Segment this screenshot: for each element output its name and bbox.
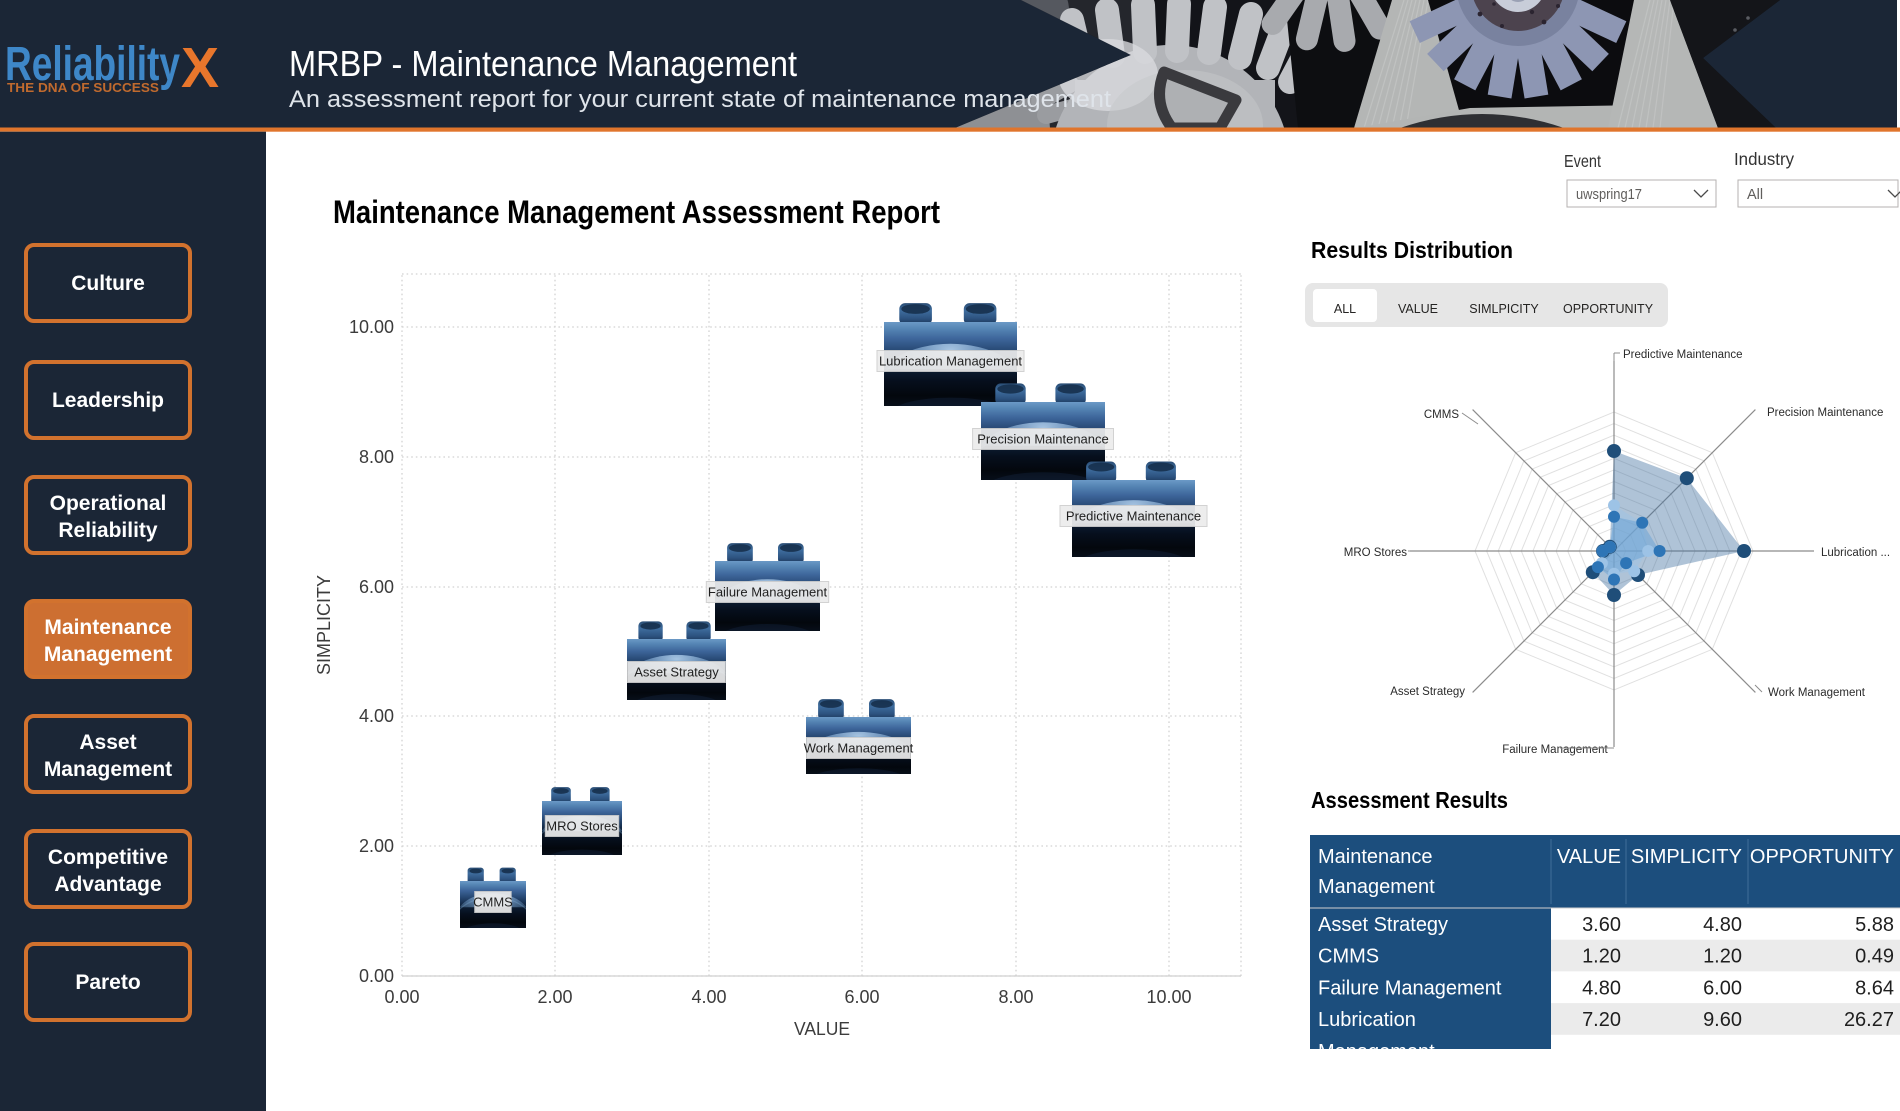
svg-text:Management: Management (1318, 1041, 1435, 1063)
svg-text:Lubrication ...: Lubrication ... (1821, 547, 1890, 559)
svg-text:SIMPLICITY: SIMPLICITY (314, 575, 334, 675)
svg-text:VALUE: VALUE (1398, 302, 1438, 316)
svg-text:X: X (181, 36, 219, 100)
svg-text:Failure Management: Failure Management (1502, 744, 1608, 756)
svg-text:9.60: 9.60 (1703, 1009, 1742, 1031)
svg-text:8.00: 8.00 (998, 987, 1033, 1007)
svg-text:Precision Maintenance: Precision Maintenance (977, 432, 1109, 447)
svg-text:Maintenance: Maintenance (44, 616, 171, 639)
svg-text:Failure Management: Failure Management (1318, 977, 1502, 999)
svg-text:Asset Strategy: Asset Strategy (634, 665, 719, 680)
svg-text:MRO Stores: MRO Stores (546, 819, 618, 834)
svg-text:Reliability: Reliability (5, 38, 180, 91)
svg-text:6.00: 6.00 (1703, 977, 1742, 999)
svg-text:ALL: ALL (1334, 302, 1356, 316)
svg-text:VALUE: VALUE (1557, 846, 1621, 868)
svg-text:0.49: 0.49 (1855, 946, 1894, 968)
svg-text:Failure Management: Failure Management (708, 585, 828, 600)
svg-text:0.00: 0.00 (359, 966, 394, 986)
svg-text:7.20: 7.20 (1582, 1009, 1621, 1031)
svg-text:Lubrication: Lubrication (1318, 1009, 1416, 1031)
svg-text:Management: Management (44, 758, 172, 781)
svg-text:Advantage: Advantage (54, 873, 161, 896)
svg-text:Operational: Operational (50, 492, 167, 515)
svg-text:Maintenance Management Assessm: Maintenance Management Assessment Report (333, 194, 940, 230)
svg-text:SIMPLICITY: SIMPLICITY (1631, 846, 1742, 868)
svg-text:0.00: 0.00 (384, 987, 419, 1007)
svg-text:6.00: 6.00 (359, 577, 394, 597)
svg-text:uwspring17: uwspring17 (1576, 187, 1642, 203)
svg-text:MRO Stores: MRO Stores (1344, 547, 1408, 559)
svg-text:6.00: 6.00 (844, 987, 879, 1007)
svg-text:An assessment report for your: An assessment report for your current st… (289, 86, 1111, 113)
svg-text:10.00: 10.00 (349, 317, 394, 337)
svg-text:Competitive: Competitive (48, 846, 168, 869)
svg-text:Management: Management (1318, 876, 1435, 898)
svg-text:OPPORTUNITY: OPPORTUNITY (1750, 846, 1894, 868)
svg-text:2.00: 2.00 (537, 987, 572, 1007)
svg-text:Culture: Culture (71, 272, 145, 295)
svg-text:4.80: 4.80 (1582, 977, 1621, 999)
svg-text:Predictive Maintenance: Predictive Maintenance (1066, 509, 1201, 524)
svg-text:Predictive Maintenance: Predictive Maintenance (1623, 349, 1743, 361)
svg-text:SIMLPICITY: SIMLPICITY (1469, 302, 1539, 316)
svg-text:3.60: 3.60 (1582, 914, 1621, 936)
svg-text:8.00: 8.00 (359, 447, 394, 467)
svg-text:CMMS: CMMS (1424, 409, 1459, 421)
svg-text:Pareto: Pareto (75, 971, 140, 994)
svg-text:Precision Maintenance: Precision Maintenance (1767, 407, 1883, 419)
svg-text:Results Distribution: Results Distribution (1311, 237, 1513, 263)
svg-text:All: All (1747, 187, 1763, 203)
svg-text:26.27: 26.27 (1844, 1009, 1894, 1031)
svg-text:Work Management: Work Management (804, 741, 914, 756)
svg-text:CMMS: CMMS (473, 895, 513, 910)
svg-text:4.00: 4.00 (691, 987, 726, 1007)
svg-text:VALUE: VALUE (794, 1019, 850, 1039)
svg-text:Maintenance: Maintenance (1318, 846, 1433, 868)
svg-text:4.00: 4.00 (359, 706, 394, 726)
svg-text:CMMS: CMMS (1318, 946, 1379, 968)
svg-text:Event: Event (1564, 151, 1601, 171)
svg-text:Asset Strategy: Asset Strategy (1318, 914, 1448, 936)
svg-text:THE DNA OF SUCCESS: THE DNA OF SUCCESS (7, 81, 159, 95)
svg-text:MRBP - Maintenance Management: MRBP - Maintenance Management (289, 43, 797, 84)
svg-text:Lubrication Management: Lubrication Management (879, 354, 1022, 369)
svg-text:Assessment Results: Assessment Results (1311, 787, 1508, 813)
svg-text:8.64: 8.64 (1855, 977, 1894, 999)
svg-text:4.80: 4.80 (1703, 914, 1742, 936)
svg-text:1.20: 1.20 (1582, 946, 1621, 968)
svg-text:Management: Management (44, 643, 172, 666)
svg-text:Reliability: Reliability (58, 519, 158, 542)
svg-text:Asset Strategy: Asset Strategy (1390, 686, 1465, 698)
svg-text:Leadership: Leadership (52, 389, 164, 412)
svg-text:10.00: 10.00 (1146, 987, 1191, 1007)
svg-text:Industry: Industry (1734, 149, 1794, 169)
svg-text:Asset: Asset (79, 731, 136, 754)
svg-text:2.00: 2.00 (359, 836, 394, 856)
svg-text:5.88: 5.88 (1855, 914, 1894, 936)
svg-text:Work Management: Work Management (1768, 687, 1866, 699)
svg-text:1.20: 1.20 (1703, 946, 1742, 968)
svg-text:OPPORTUNITY: OPPORTUNITY (1563, 302, 1654, 316)
